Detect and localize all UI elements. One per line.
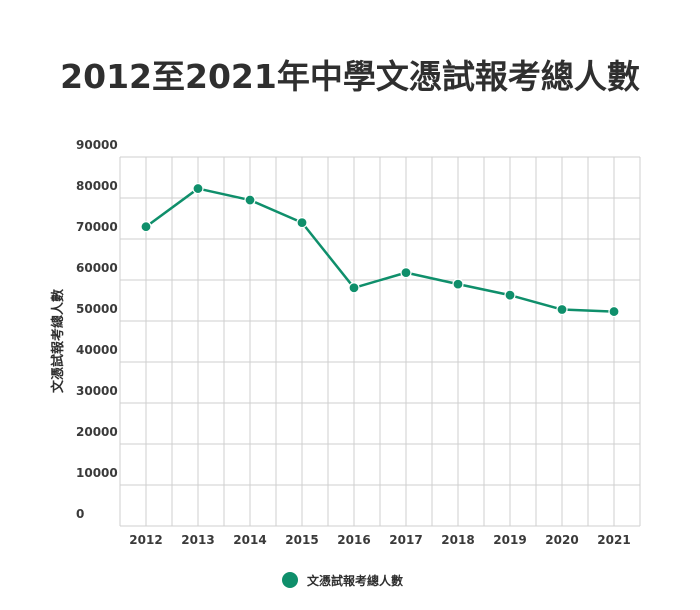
legend: 文憑試報考總人數 (282, 569, 403, 591)
y-tick-label: 50000 (76, 302, 118, 316)
x-tick-label: 2013 (181, 533, 214, 547)
y-tick-label: 60000 (76, 261, 118, 275)
y-tick-label: 80000 (76, 179, 118, 193)
grid-lines (119, 156, 641, 527)
x-tick-label: 2016 (337, 533, 370, 547)
y-tick-label: 0 (76, 507, 84, 521)
data-point (140, 221, 152, 233)
y-tick-label: 40000 (76, 343, 118, 357)
chart-title: 2012至2021年中學文憑試報考總人數 (60, 57, 640, 96)
data-point (348, 282, 360, 294)
x-tick-label: 2014 (233, 533, 266, 547)
series-layer (140, 182, 620, 318)
data-point (192, 182, 204, 195)
data-point (556, 303, 568, 316)
x-tick-label: 2019 (493, 533, 526, 547)
y-tick-label: 30000 (76, 384, 118, 398)
series-line (145, 187, 615, 313)
x-tick-label: 2017 (389, 533, 422, 547)
x-tick-label: 2012 (129, 533, 162, 547)
data-point (296, 217, 308, 229)
data-point (452, 278, 464, 290)
x-tick-label: 2015 (285, 533, 318, 547)
x-tick-label: 2021 (597, 533, 630, 547)
data-point (400, 267, 412, 279)
y-tick-label: 90000 (76, 138, 118, 152)
legend-swatch (282, 572, 298, 588)
data-point (504, 289, 516, 301)
x-tick-label: 2018 (441, 533, 474, 547)
y-axis-title: 文憑試報考總人數 (50, 289, 66, 393)
y-tick-label: 20000 (76, 425, 118, 439)
data-point (244, 194, 256, 206)
y-axis-tick-labels: 0 10000 20000 30000 40000 50000 60000 70000 8000… (76, 138, 118, 521)
y-tick-label: 70000 (76, 220, 118, 234)
legend-label: 文憑試報考總人數 (307, 573, 404, 588)
data-point (608, 305, 620, 318)
x-axis-tick-labels: 2012 2013 2014 2015 2016 2017 2018 2019 2020 2021 (129, 533, 630, 547)
x-tick-label: 2020 (545, 533, 578, 547)
y-tick-label: 10000 (76, 466, 118, 480)
